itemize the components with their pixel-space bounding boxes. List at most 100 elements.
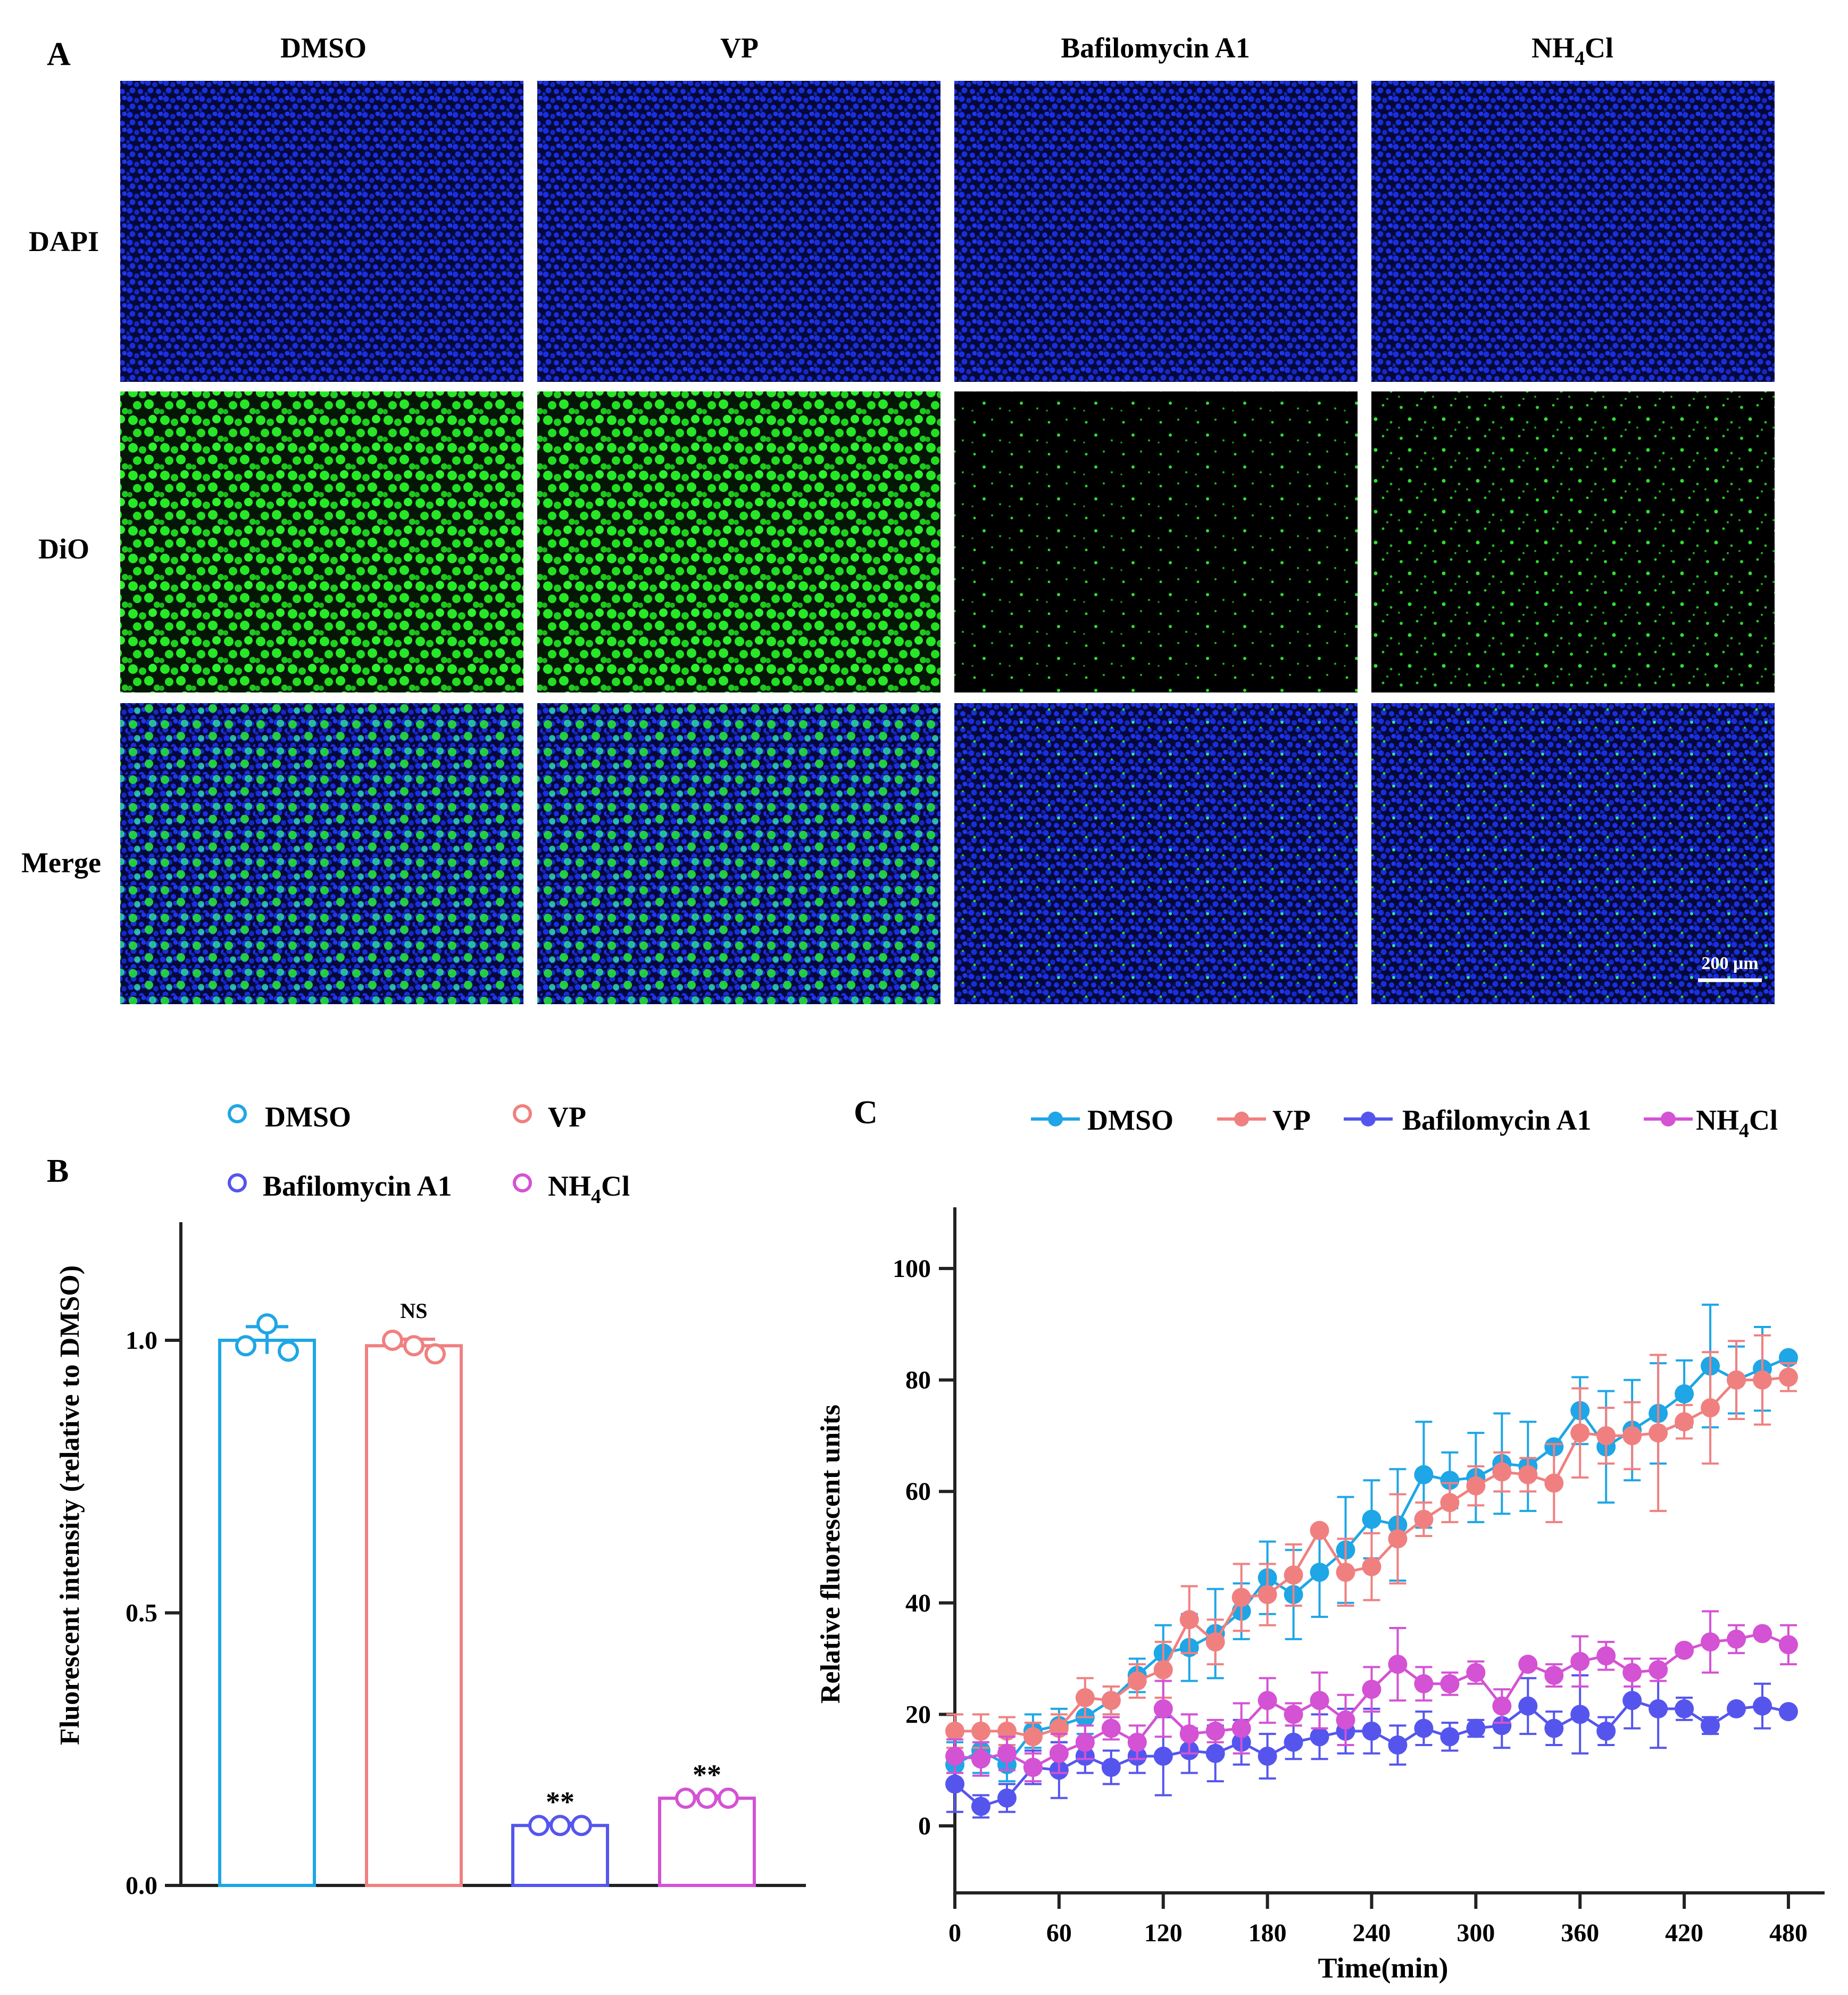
data-point-vp <box>1492 1462 1512 1482</box>
panel-c: C DMSO VP Bafilomycin A1 NH4Cl <box>815 1095 1825 1984</box>
data-point-nh4cl <box>1622 1663 1642 1682</box>
data-point-bafilomycin-a1 <box>1779 1702 1798 1722</box>
data-point-nh4cl <box>1153 1699 1173 1718</box>
data-point-nh4cl <box>1596 1646 1616 1666</box>
data-point-nh4cl <box>1231 1718 1251 1738</box>
panel-c-y-tick-label: 60 <box>905 1478 931 1506</box>
legend-b-dmso-marker <box>228 1104 247 1123</box>
data-point-bafilomycin-a1 <box>1596 1721 1616 1741</box>
panel-b-y-ticks: 0.0 0.5 1.0 <box>126 1326 181 1900</box>
data-point-bafilomycin-a1 <box>1570 1705 1590 1724</box>
legend-c-vp: VP <box>1217 1104 1311 1136</box>
data-point-nh4cl <box>1127 1732 1147 1752</box>
data-point-bafilomycin-a1 <box>1205 1743 1225 1763</box>
data-point-vp <box>1023 1727 1043 1747</box>
panel-c-y-tick-label: 20 <box>905 1700 931 1729</box>
data-point-nh4cl <box>718 1788 739 1809</box>
image-merge-vp <box>537 703 940 1004</box>
data-point-bafilomycin-a1 <box>528 1815 550 1837</box>
data-point-vp <box>1075 1688 1095 1707</box>
data-point-dmso <box>1675 1384 1694 1404</box>
panel-c-y-tick-label: 80 <box>905 1366 931 1395</box>
data-point-dmso <box>256 1313 278 1335</box>
legend-b-bafilomycin-label: Bafilomycin A1 <box>263 1170 452 1202</box>
legend-c-nh4cl-sub: 4 <box>1739 1120 1749 1142</box>
data-point-nh4cl <box>971 1749 990 1769</box>
column-header-dmso: DMSO <box>280 32 367 64</box>
panel-c-y-tick-label: 0 <box>918 1812 931 1840</box>
data-point-vp <box>1388 1529 1408 1549</box>
data-point-nh4cl <box>1727 1629 1746 1649</box>
panel-c-x-tick-label: 300 <box>1456 1919 1495 1947</box>
data-point-nh4cl <box>1753 1624 1772 1643</box>
legend-b-dmso: DMSO <box>228 1101 351 1133</box>
data-point-dmso <box>1362 1509 1381 1529</box>
nh4cl-cl: Cl <box>1585 32 1613 64</box>
data-point-vp <box>1179 1610 1199 1630</box>
image-dio-vp <box>537 391 940 692</box>
data-point-bafilomycin-a1 <box>997 1788 1017 1808</box>
column-headers: DMSO VP Bafilomycin A1 NH4Cl <box>280 32 1613 70</box>
panel-b-ylabel: Fluorescent intensity (relative to DMSO) <box>55 1265 85 1745</box>
data-point-bafilomycin-a1 <box>571 1815 592 1837</box>
data-point-vp <box>1127 1671 1147 1691</box>
legend-c-nh4cl: NH4Cl <box>1644 1104 1778 1142</box>
panel-c-x-tick-label: 480 <box>1769 1919 1808 1947</box>
row-labels: DAPI DiO Merge <box>21 226 101 879</box>
legend-b-nh4cl-cl: Cl <box>601 1170 630 1202</box>
data-point-nh4cl <box>1049 1743 1069 1763</box>
row-label-merge: Merge <box>21 847 101 879</box>
legend-c-nh4cl-label: NH4Cl <box>1696 1104 1778 1142</box>
panel-b-bars: NS ** ** <box>218 1299 756 1887</box>
legend-b-bafilomycin-marker <box>228 1173 247 1192</box>
data-point-vp <box>971 1721 990 1741</box>
data-point-bafilomycin-a1 <box>1258 1747 1277 1766</box>
significance-label-nh4cl: ** <box>693 1759 721 1791</box>
panel-b-y-tick-label: 0.5 <box>126 1599 157 1627</box>
legend-b-nh4cl: NH4Cl <box>513 1170 630 1208</box>
panel-c-x-tick-label: 60 <box>1046 1919 1072 1947</box>
data-point-nh4cl <box>1440 1674 1460 1693</box>
data-point-bafilomycin-a1 <box>1675 1699 1694 1718</box>
data-point-bafilomycin-a1 <box>1440 1727 1460 1747</box>
data-point-vp <box>1466 1476 1486 1496</box>
data-point-vp <box>1231 1588 1251 1607</box>
data-point-bafilomycin-a1 <box>1727 1699 1746 1718</box>
legend-c-vp-marker <box>1234 1112 1249 1126</box>
data-point-vp <box>1753 1370 1772 1390</box>
column-header-bafilomycin: Bafilomycin A1 <box>1061 32 1250 64</box>
legend-c-dmso-label: DMSO <box>1087 1104 1173 1136</box>
legend-c-nh4cl-marker <box>1661 1112 1676 1126</box>
data-point-vp <box>1675 1412 1694 1432</box>
bar-vp <box>365 1344 463 1887</box>
row-label-dio: DiO <box>38 533 89 565</box>
data-point-nh4cl <box>945 1747 964 1766</box>
data-point-nh4cl <box>1258 1691 1277 1710</box>
data-point-bafilomycin-a1 <box>1622 1691 1642 1710</box>
data-point-vp <box>1779 1367 1798 1387</box>
data-point-vp <box>1622 1426 1642 1446</box>
data-point-dmso <box>235 1335 256 1357</box>
data-point-nh4cl <box>1075 1732 1095 1752</box>
data-point-dmso <box>278 1340 299 1362</box>
data-point-nh4cl <box>1336 1710 1355 1730</box>
data-point-nh4cl <box>1388 1655 1408 1674</box>
data-point-bafilomycin-a1 <box>1284 1732 1303 1752</box>
legend-c-nh4cl-nh: NH <box>1696 1104 1739 1136</box>
scale-bar-label: 200 μm <box>1701 954 1758 973</box>
image-dapi-vp <box>537 81 940 382</box>
column-header-nh4cl: NH4Cl <box>1531 32 1613 70</box>
data-point-vp <box>1596 1426 1616 1446</box>
image-merge-nh4cl <box>1371 703 1775 1004</box>
data-point-nh4cl <box>1701 1632 1720 1652</box>
data-point-bafilomycin-a1 <box>945 1774 964 1794</box>
significance-label-bafilomycin-a1: ** <box>546 1786 575 1818</box>
legend-b-nh4cl-sub: 4 <box>591 1186 601 1208</box>
data-point-bafilomycin-a1 <box>1466 1718 1486 1738</box>
data-point-dmso <box>1310 1563 1329 1582</box>
panel-b-y-tick-label: 0.0 <box>126 1872 157 1900</box>
panel-b: B DMSO VP Bafilomycin A1 NH4Cl Fluoresce… <box>47 1101 806 1900</box>
image-dapi-dmso <box>120 81 523 382</box>
data-point-nh4cl <box>1101 1718 1121 1738</box>
data-point-vp <box>1649 1423 1668 1443</box>
